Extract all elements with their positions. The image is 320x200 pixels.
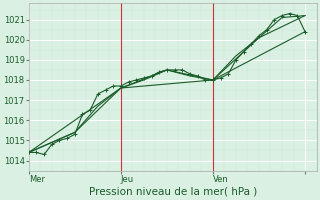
X-axis label: Pression niveau de la mer( hPa ): Pression niveau de la mer( hPa ): [89, 187, 257, 197]
